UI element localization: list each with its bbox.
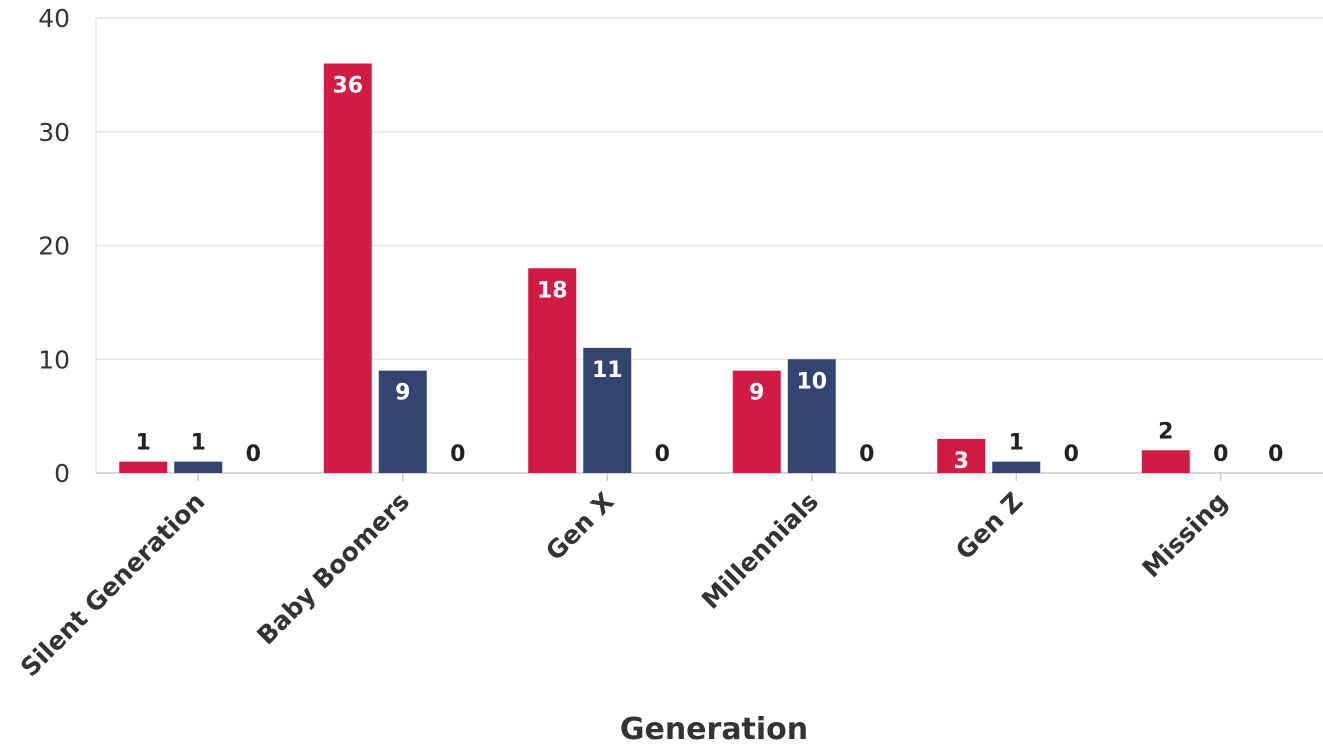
y-tick-label: 20 xyxy=(38,232,70,261)
bar xyxy=(378,370,427,473)
bar xyxy=(732,370,781,473)
data-label: 3 xyxy=(954,449,969,474)
y-tick-label: 0 xyxy=(54,459,70,488)
data-label: 2 xyxy=(1158,419,1173,444)
x-tick-label: Baby Boomers xyxy=(251,487,415,651)
data-label: 9 xyxy=(395,381,410,406)
bar xyxy=(1141,450,1190,473)
data-label: 0 xyxy=(1268,442,1283,467)
bar xyxy=(787,359,836,473)
data-label: 0 xyxy=(859,442,874,467)
x-tick-label: Missing xyxy=(1136,487,1233,584)
data-label: 1 xyxy=(136,431,151,456)
bar xyxy=(583,347,632,473)
y-tick-label: 40 xyxy=(38,4,70,33)
bars xyxy=(119,63,1190,473)
data-label: 36 xyxy=(332,74,363,99)
data-label: 11 xyxy=(592,358,623,383)
bar xyxy=(992,461,1041,473)
data-label: 0 xyxy=(450,442,465,467)
data-label: 0 xyxy=(1064,442,1079,467)
x-tick-label: Gen X xyxy=(540,487,619,566)
data-label: 1 xyxy=(1009,431,1024,456)
x-tick-label: Gen Z xyxy=(950,487,1029,566)
y-axis-ticks: 0 10 20 30 40 xyxy=(38,4,70,488)
data-label: 0 xyxy=(1213,442,1228,467)
data-label: 18 xyxy=(537,278,568,303)
bar xyxy=(323,63,372,473)
x-tick-label: Silent Generation xyxy=(15,487,211,683)
data-label: 9 xyxy=(749,381,764,406)
bar xyxy=(937,438,986,473)
x-tick-label: Millennials xyxy=(696,487,824,615)
y-tick-label: 10 xyxy=(38,345,70,374)
bar xyxy=(528,268,577,473)
data-label: 10 xyxy=(796,369,827,394)
bar xyxy=(174,461,223,473)
data-label: 1 xyxy=(191,431,206,456)
x-axis-ticks: Silent Generation Baby Boomers Gen X Millen… xyxy=(15,473,1233,682)
bar xyxy=(119,461,168,473)
gridlines xyxy=(95,17,1323,474)
data-label: 0 xyxy=(655,442,670,467)
data-label: 0 xyxy=(246,442,261,467)
x-axis-title: Generation xyxy=(620,712,808,745)
y-tick-label: 30 xyxy=(38,118,70,147)
